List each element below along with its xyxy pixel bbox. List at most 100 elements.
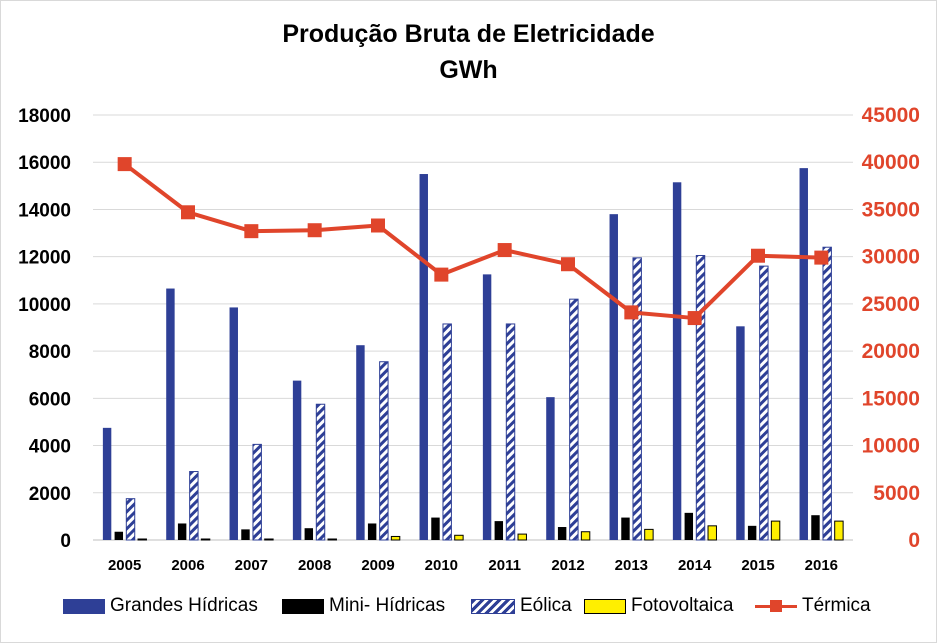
y-left-tick-label: 14000 — [18, 200, 71, 221]
y-left-tick-label: 4000 — [29, 437, 71, 458]
legend-item-eolica: Eólica — [471, 592, 572, 620]
bar-e-lica-2013 — [632, 257, 642, 541]
legend-item-termica: Térmica — [755, 592, 871, 620]
bar-mini-h-dricas-2007 — [241, 529, 250, 540]
y-right-tick-label: 10000 — [862, 435, 920, 458]
legend-item-fotovoltaica: Fotovoltaica — [584, 592, 733, 620]
x-tick-label: 2015 — [741, 557, 774, 574]
y-left-tick-label: 0 — [60, 531, 71, 552]
bar-grandes-h-dricas-2008 — [292, 380, 302, 540]
legend-label-fotovoltaica: Fotovoltaica — [631, 595, 734, 616]
legend-item-grandes: Grandes Hídricas — [63, 592, 258, 620]
x-tick-label: 2012 — [551, 557, 584, 574]
bar-mini-h-dricas-2016 — [811, 515, 820, 540]
bar-grandes-h-dricas-2014 — [672, 182, 682, 540]
legend: Grandes Hídricas Mini- Hídricas Eólica F… — [0, 592, 937, 622]
legend-swatch-termica — [755, 599, 797, 614]
bar-mini-h-dricas-2015 — [747, 525, 757, 540]
bar-fotovoltaica-2006 — [200, 538, 211, 541]
x-tick-label: 2010 — [425, 557, 458, 574]
bar-mini-h-dricas-2012 — [557, 527, 567, 540]
point-termica-2007 — [244, 224, 259, 239]
x-tick-label: 2007 — [235, 557, 268, 574]
bar-grandes-h-dricas-2015 — [736, 326, 745, 540]
point-termica-2011 — [497, 243, 512, 258]
x-tick-label: 2005 — [108, 557, 141, 574]
bars-group — [102, 168, 844, 541]
legend-label-grandes: Grandes Hídricas — [110, 595, 258, 616]
bar-e-lica-2007 — [252, 443, 262, 541]
y-left-tick-label: 2000 — [29, 484, 71, 505]
legend-swatch-fotovoltaica — [584, 598, 626, 614]
point-termica-2015 — [751, 248, 765, 263]
bar-grandes-h-dricas-2013 — [609, 214, 618, 540]
legend-label-mini: Mini- Hídricas — [329, 595, 446, 616]
bar-e-lica-2014 — [695, 254, 706, 541]
bar-fotovoltaica-2010 — [454, 534, 464, 541]
bar-e-lica-2008 — [315, 403, 326, 541]
bar-e-lica-2016 — [822, 246, 832, 541]
bar-fotovoltaica-2015 — [770, 520, 781, 541]
bar-grandes-h-dricas-2005 — [102, 427, 112, 540]
x-tick-label: 2011 — [488, 557, 521, 574]
bar-fotovoltaica-2008 — [327, 538, 337, 541]
chart-title: Produção Bruta de Eletricidade — [282, 20, 655, 48]
tick-labels: 0 2000 4000 6000 8000 10000 12000 14000 16000 180… — [18, 104, 920, 574]
y-left-tick-label: 12000 — [18, 248, 71, 269]
bar-e-lica-2012 — [569, 298, 579, 541]
bar-mini-h-dricas-2010 — [431, 517, 440, 540]
bar-grandes-h-dricas-2009 — [356, 345, 365, 540]
bar-mini-h-dricas-2006 — [177, 523, 187, 540]
bar-fotovoltaica-2016 — [834, 520, 844, 541]
y-right-tick-label: 35000 — [862, 198, 920, 221]
bar-mini-h-dricas-2008 — [304, 528, 314, 540]
chart-subtitle: GWh — [439, 56, 498, 84]
bar-fotovoltaica-2005 — [137, 538, 147, 541]
bar-mini-h-dricas-2005 — [114, 531, 124, 540]
x-tick-label: 2008 — [298, 557, 331, 574]
legend-swatch-mini — [282, 598, 324, 614]
bar-e-lica-2006 — [189, 471, 199, 541]
point-termica-2009 — [371, 218, 385, 233]
bar-e-lica-2005 — [125, 498, 136, 541]
point-termica-2005 — [117, 157, 132, 172]
gridlines — [93, 114, 853, 541]
legend-swatch-eolica — [471, 598, 515, 614]
y-left-tick-label: 18000 — [18, 106, 71, 127]
bar-fotovoltaica-2007 — [264, 538, 274, 541]
bar-grandes-h-dricas-2011 — [482, 274, 492, 540]
y-left-tick-label: 6000 — [29, 389, 71, 410]
y-right-tick-label: 25000 — [862, 293, 920, 316]
y-right-tick-label: 40000 — [862, 151, 920, 174]
bar-fotovoltaica-2009 — [390, 535, 401, 541]
bar-grandes-h-dricas-2007 — [229, 307, 238, 540]
y-right-tick-label: 15000 — [862, 387, 920, 410]
point-termica-2008 — [307, 223, 322, 238]
bar-fotovoltaica-2011 — [517, 533, 527, 541]
y-left-tick-label: 16000 — [18, 153, 71, 174]
y-left-tick-label: 8000 — [29, 342, 71, 363]
bar-fotovoltaica-2012 — [580, 531, 591, 541]
x-tick-label: 2016 — [805, 557, 838, 574]
bar-fotovoltaica-2014 — [707, 525, 717, 541]
point-termica-2013 — [624, 305, 639, 320]
bar-e-lica-2010 — [442, 323, 452, 541]
x-tick-label: 2014 — [678, 557, 712, 574]
y-right-tick-label: 5000 — [873, 482, 920, 505]
x-tick-label: 2009 — [361, 557, 394, 574]
y-right-tick-label: 20000 — [862, 340, 920, 363]
bar-e-lica-2011 — [505, 323, 516, 541]
legend-label-eolica: Eólica — [520, 595, 572, 616]
y-right-tick-label: 30000 — [862, 246, 920, 269]
bar-grandes-h-dricas-2006 — [166, 288, 175, 540]
legend-item-mini: Mini- Hídricas — [282, 592, 445, 620]
x-tick-label: 2006 — [171, 557, 204, 574]
y-right-tick-label: 45000 — [862, 104, 920, 127]
bar-grandes-h-dricas-2012 — [546, 397, 555, 540]
legend-label-termica: Térmica — [802, 595, 871, 616]
legend-swatch-grandes — [63, 598, 105, 614]
point-termica-2012 — [561, 257, 575, 272]
point-termica-2014 — [687, 311, 702, 326]
